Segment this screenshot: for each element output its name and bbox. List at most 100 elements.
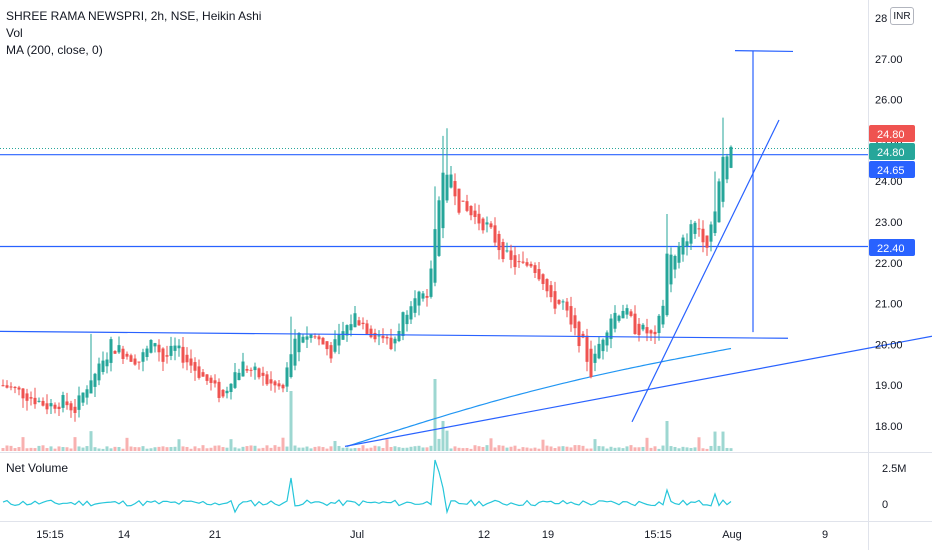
candle-body <box>393 338 397 344</box>
candle-body <box>633 313 637 335</box>
target-line[interactable] <box>734 50 794 53</box>
candle-body <box>717 181 721 223</box>
candle-body <box>121 348 125 359</box>
candle-body <box>645 327 649 334</box>
candle-body <box>201 372 205 377</box>
currency-button[interactable]: INR <box>890 7 914 25</box>
candle-body <box>141 352 145 362</box>
candle-body <box>169 345 173 356</box>
price-tick-label: 24.00 <box>875 176 903 188</box>
volume-bar <box>637 447 641 451</box>
volume-bar <box>709 445 713 451</box>
candle-body <box>513 255 517 268</box>
net-volume-series <box>2 459 732 515</box>
candle-body <box>181 346 185 363</box>
candle-body <box>229 383 233 392</box>
candle-body <box>293 338 297 366</box>
candle-body <box>517 261 521 263</box>
volume-bar <box>225 447 229 451</box>
candle-body <box>89 380 93 394</box>
candle-body <box>601 339 605 352</box>
volume-bar <box>193 446 197 451</box>
candle-body <box>93 373 97 387</box>
volume-bar <box>381 447 385 451</box>
candle-body <box>549 285 553 298</box>
volume-bar <box>177 439 181 451</box>
legend-title[interactable]: SHREE RAMA NEWSPRI, 2h, NSE, Heikin Ashi <box>6 9 262 23</box>
candle-body <box>5 385 9 388</box>
price-tick-label: 19.00 <box>875 380 903 392</box>
volume-bar <box>69 448 73 451</box>
candle-body <box>45 403 49 410</box>
volume-bar <box>217 445 221 451</box>
time-axis[interactable]: 15:15 14 21 Jul 12 19 15:15 Aug 9 <box>36 529 828 541</box>
legend-vol[interactable]: Vol <box>6 26 23 40</box>
time-tick-label: 21 <box>209 529 221 541</box>
volume-bars <box>1 379 733 451</box>
price-badge-label: 24.80 <box>877 147 905 159</box>
trend-drawings[interactable] <box>0 50 932 447</box>
candle-body <box>225 390 229 394</box>
candle-body <box>421 293 425 299</box>
volume-bar <box>309 448 313 451</box>
legend-ma[interactable]: MA (200, close, 0) <box>6 43 103 57</box>
candle-body <box>165 355 169 357</box>
volume-bar <box>257 448 261 451</box>
volume-bar <box>229 439 233 451</box>
candle-body <box>133 358 137 365</box>
candle-body <box>677 246 681 263</box>
candle-body <box>589 348 593 378</box>
candle-body <box>213 380 217 384</box>
volume-bar <box>505 447 509 451</box>
volume-bar <box>629 445 633 451</box>
candle-body <box>577 321 581 347</box>
volume-bar <box>661 445 665 451</box>
volume-bar <box>273 445 277 451</box>
volume-bar <box>401 447 405 451</box>
net-volume-label[interactable]: Net Volume <box>6 461 69 475</box>
candle-body <box>273 381 277 386</box>
volume-bar <box>633 447 637 451</box>
support-line[interactable] <box>0 330 789 339</box>
volume-bar <box>121 448 125 451</box>
candle-body <box>533 265 537 273</box>
candle-body <box>625 308 629 315</box>
candlesticks <box>1 117 733 422</box>
volume-bar <box>373 445 377 451</box>
candle-body <box>65 401 69 406</box>
candle-body <box>573 315 577 329</box>
volume-bar <box>213 445 217 451</box>
price-tick-label: 18.00 <box>875 421 903 433</box>
volume-bar <box>605 448 609 451</box>
rising-trendline[interactable] <box>631 119 780 423</box>
candle-body <box>313 336 317 338</box>
candle-body <box>497 233 501 251</box>
candle-body <box>685 241 689 247</box>
candle-body <box>33 397 37 405</box>
volume-bar <box>461 448 465 451</box>
candle-body <box>389 337 393 350</box>
volume-bar <box>353 448 357 451</box>
volume-bar <box>469 448 473 451</box>
candle-body <box>509 250 513 260</box>
candle-body <box>413 298 417 313</box>
candle-body <box>309 334 313 339</box>
volume-bar <box>129 446 133 451</box>
candle-body <box>405 314 409 325</box>
candle-body <box>437 200 441 256</box>
candle-body <box>245 368 249 371</box>
price-badge <box>869 161 915 178</box>
volume-bar <box>81 447 85 451</box>
volume-bar <box>665 421 669 451</box>
candle-body <box>137 361 141 363</box>
volume-bar <box>49 446 53 451</box>
candle-body <box>17 387 21 390</box>
lower-trendline[interactable] <box>344 335 932 447</box>
price-badge <box>869 125 915 142</box>
candle-body <box>597 343 601 359</box>
volume-bar <box>561 446 565 451</box>
volume-bar <box>601 446 605 451</box>
candle-body <box>661 305 665 325</box>
candle-body <box>325 341 329 350</box>
